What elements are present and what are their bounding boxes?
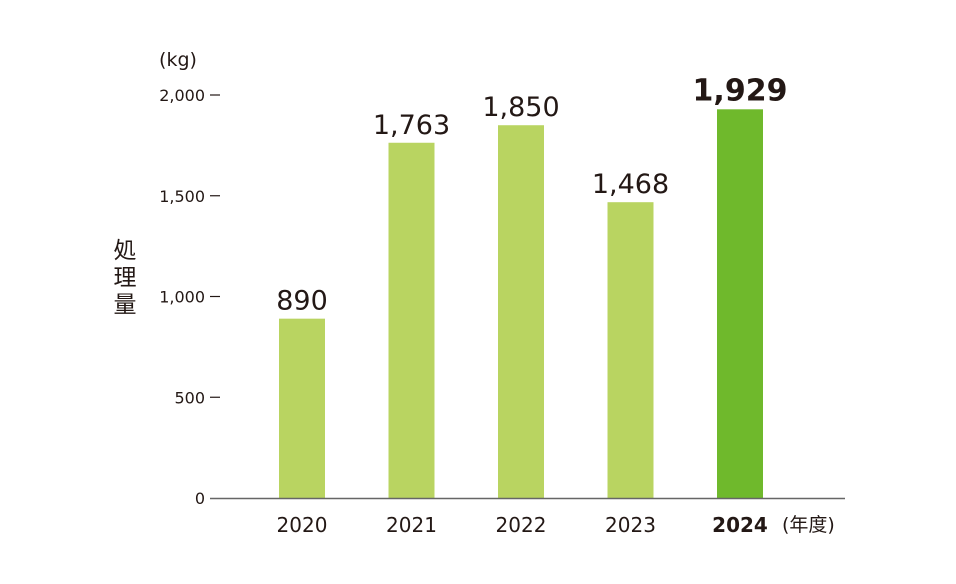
bar-2020 <box>279 318 325 498</box>
y-tick-label: 2,000 <box>159 86 205 105</box>
bar-2022 <box>498 125 544 498</box>
bar-2021 <box>388 142 435 498</box>
y-tick-label: 1,000 <box>159 288 205 307</box>
bar-2023 <box>607 202 654 498</box>
bar-value-label: 1,468 <box>592 169 669 200</box>
x-tick-label: 2024 <box>712 513 768 537</box>
bar-value-label: 1,850 <box>482 92 559 123</box>
x-tick-label: 2021 <box>386 513 437 537</box>
x-tick-label: 2022 <box>496 513 547 537</box>
bar-value-label: 1,929 <box>693 73 788 108</box>
bar-2024 <box>717 109 763 498</box>
bar-value-label: 1,763 <box>373 110 450 141</box>
y-tick-label: 500 <box>174 388 205 407</box>
x-axis-unit: (年度) <box>782 514 835 536</box>
y-tick-label: 0 <box>195 489 205 508</box>
y-axis-label: 処理量 <box>109 238 135 319</box>
x-tick-label: 2020 <box>277 513 328 537</box>
bar-value-label: 890 <box>276 286 328 317</box>
x-tick-label: 2023 <box>605 513 656 537</box>
y-tick-label: 1,500 <box>159 187 205 206</box>
unit-label: (kg) <box>159 49 197 71</box>
